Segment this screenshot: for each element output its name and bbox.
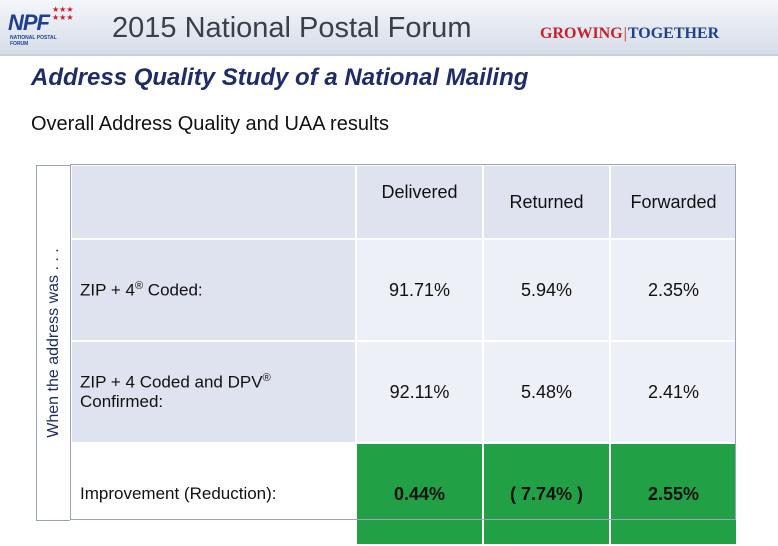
slide-title: Address Quality Study of a National Mail…	[31, 64, 529, 91]
cell-forwarded: 2.55%	[609, 442, 738, 546]
npf-logo: NPF ★★★ ★★★ NATIONAL POSTAL FORUM	[6, 4, 76, 48]
table-header-row: Delivered Returned Forwarded	[70, 164, 738, 240]
column-header-forwarded: Forwarded	[609, 164, 738, 240]
cell-returned: ( 7.74% )	[482, 442, 611, 546]
stars-icon: ★★★ ★★★	[52, 5, 74, 22]
column-header-delivered: Delivered	[355, 164, 484, 240]
cell-forwarded: 2.35%	[609, 238, 738, 342]
cell-returned: 5.48%	[482, 340, 611, 444]
registered-mark: ®	[134, 279, 144, 292]
logo-text: NPF	[8, 10, 50, 35]
table-row: ZIP + 4® Coded: 91.71% 5.94% 2.35%	[70, 238, 738, 342]
table-row: ZIP + 4 Coded and DPV® Confirmed: 92.11%…	[70, 340, 738, 444]
registered-mark: ®	[262, 371, 271, 384]
row-label-dpv-confirmed: ZIP + 4 Coded and DPV® Confirmed:	[70, 340, 357, 444]
header-banner: NPF ★★★ ★★★ NATIONAL POSTAL FORUM 2015 N…	[0, 0, 778, 56]
side-label-box: When the address was . . .	[36, 165, 72, 521]
slide-subtitle: Overall Address Quality and UAA results	[31, 113, 389, 135]
table-row-improvement: Improvement (Reduction): 0.44% ( 7.74% )…	[70, 442, 738, 546]
tagline-right: TOGETHER	[627, 25, 720, 42]
cell-delivered: 91.71%	[355, 238, 484, 342]
row-label-improvement: Improvement (Reduction):	[70, 442, 357, 546]
tagline-left: GROWING	[540, 25, 623, 42]
cell-returned: 5.94%	[482, 238, 611, 342]
logo-subtext: NATIONAL POSTAL FORUM	[10, 35, 57, 47]
cell-delivered: 0.44%	[355, 442, 484, 546]
cell-delivered: 92.11%	[355, 340, 484, 444]
tagline: GROWING|TOGETHER	[540, 25, 719, 43]
column-header-returned: Returned	[482, 164, 611, 240]
side-label: When the address was . . .	[45, 248, 62, 438]
results-table: Delivered Returned Forwarded ZIP + 4® Co…	[70, 164, 738, 546]
row-label-zip4-coded: ZIP + 4® Coded:	[70, 238, 357, 342]
cell-forwarded: 2.41%	[609, 340, 738, 444]
tagline-separator: |	[623, 25, 627, 42]
event-title: 2015 National Postal Forum	[112, 12, 472, 44]
header-blank-cell	[70, 164, 357, 240]
